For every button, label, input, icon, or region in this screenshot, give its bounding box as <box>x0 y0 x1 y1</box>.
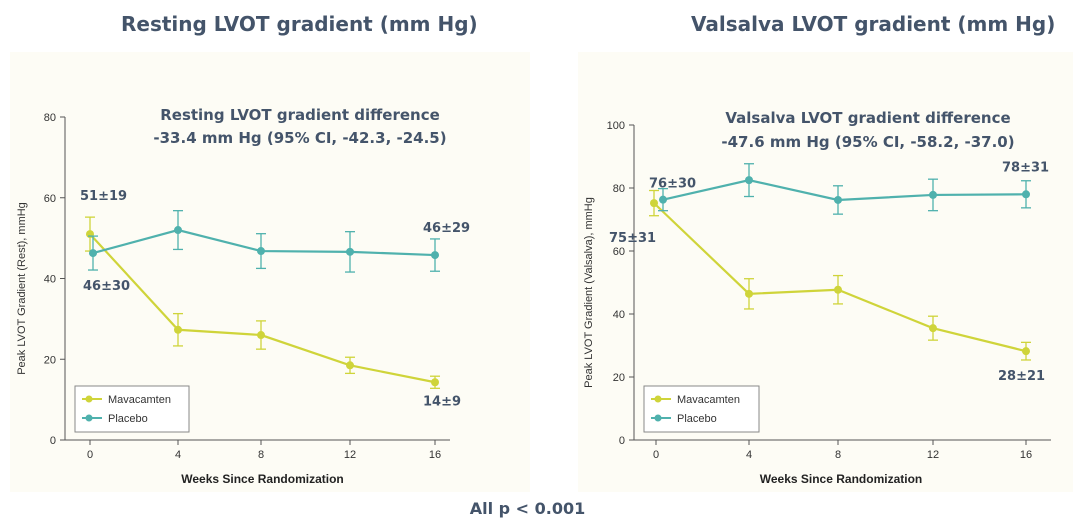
x-tick-label: 16 <box>1020 449 1032 461</box>
x-tick-label: 4 <box>746 449 752 461</box>
data-point-mavacamten <box>174 325 182 334</box>
series-line-mavacamten <box>653 202 1027 353</box>
legend-swatch-marker <box>85 414 93 422</box>
valsalva-gradient-chart: 0 20 40 60 80 100 0 4 8 12 16 Peak LVOT Gradient (V… <box>583 109 1051 486</box>
data-point-mavacamten <box>929 324 937 333</box>
data-point-placebo <box>929 190 937 199</box>
left-chart-panel: 0 20 40 60 80 0 4 8 12 16 Peak LVOT Gradient (Rest… <box>10 52 530 492</box>
difference-title: Resting LVOT gradient difference <box>160 106 440 124</box>
x-tick-label: 4 <box>175 449 181 461</box>
legend-box <box>643 385 760 433</box>
data-point-mavacamten <box>745 289 753 298</box>
data-point-placebo <box>257 247 265 256</box>
y-tick-label: 60 <box>44 193 56 205</box>
y-tick-label: 80 <box>44 112 56 124</box>
data-label: 75±31 <box>609 231 656 246</box>
data-label: 78±31 <box>1002 160 1049 175</box>
data-point-mavacamten <box>431 378 439 387</box>
data-point-placebo <box>1022 190 1030 199</box>
y-axis-label: Peak LVOT Gradient (Valsalva), mmHg <box>583 197 595 388</box>
y-tick-label: 20 <box>613 372 625 384</box>
resting-gradient-chart: 0 20 40 60 80 0 4 8 12 16 Peak LVOT Gradient (Rest… <box>16 106 470 486</box>
difference-value: -33.4 mm Hg (95% CI, -42.3, -24.5) <box>153 129 446 147</box>
series-line-mavacamten <box>89 233 436 384</box>
data-label: 14±9 <box>423 394 461 409</box>
data-label: 46±29 <box>423 221 470 236</box>
legend-swatch-marker <box>85 395 93 403</box>
data-label: 28±21 <box>998 369 1045 384</box>
data-point-placebo <box>659 195 667 204</box>
y-axis-label: Peak LVOT Gradient (Rest), mmHg <box>16 202 28 375</box>
data-point-placebo <box>346 247 354 256</box>
data-point-placebo <box>834 195 842 204</box>
series-line-placebo <box>662 178 1027 202</box>
data-point-mavacamten <box>650 199 658 208</box>
data-point-placebo <box>174 226 182 235</box>
x-tick-label: 12 <box>927 449 939 461</box>
legend-swatch-marker <box>654 395 662 403</box>
data-point-mavacamten <box>1022 347 1030 356</box>
p-value-footer: All p < 0.001 <box>469 499 586 518</box>
data-point-mavacamten <box>257 331 265 340</box>
y-tick-label: 20 <box>44 354 56 366</box>
x-tick-label: 0 <box>653 449 659 461</box>
legend-label-placebo: Placebo <box>677 413 717 425</box>
x-tick-label: 8 <box>835 449 841 461</box>
right-chart-title: Valsalva LVOT gradient (mm Hg) <box>691 12 1056 36</box>
left-chart-title: Resting LVOT gradient (mm Hg) <box>121 12 478 36</box>
x-tick-label: 12 <box>344 449 356 461</box>
x-axis-label: Weeks Since Randomization <box>181 472 344 486</box>
data-label: 46±30 <box>83 279 130 294</box>
legend-label-placebo: Placebo <box>108 413 148 425</box>
legend-label-mavacamten: Mavacamten <box>677 394 740 406</box>
data-point-mavacamten <box>346 361 354 370</box>
y-tick-label: 60 <box>613 246 625 258</box>
legend-label-mavacamten: Mavacamten <box>108 394 171 406</box>
data-point-placebo <box>745 176 753 185</box>
difference-title: Valsalva LVOT gradient difference <box>725 109 1010 127</box>
data-point-mavacamten <box>834 285 842 294</box>
data-point-placebo <box>431 251 439 260</box>
legend-swatch-marker <box>654 414 662 422</box>
x-tick-label: 8 <box>258 449 264 461</box>
x-axis-label: Weeks Since Randomization <box>760 472 923 486</box>
y-tick-label: 40 <box>613 309 625 321</box>
difference-value: -47.6 mm Hg (95% CI, -58.2, -37.0) <box>721 133 1014 151</box>
data-point-placebo <box>89 249 97 258</box>
data-label: 76±30 <box>649 177 696 192</box>
y-tick-label: 0 <box>50 435 56 447</box>
right-chart-panel: 0 20 40 60 80 100 0 4 8 12 16 Peak LVOT Gradient (V… <box>578 52 1073 492</box>
legend-box <box>74 385 190 433</box>
y-tick-label: 80 <box>613 183 625 195</box>
y-tick-label: 100 <box>607 120 625 132</box>
data-label: 51±19 <box>80 189 127 204</box>
y-tick-label: 0 <box>619 435 625 447</box>
y-tick-label: 40 <box>44 274 56 286</box>
x-tick-label: 0 <box>87 449 93 461</box>
x-tick-label: 16 <box>429 449 441 461</box>
